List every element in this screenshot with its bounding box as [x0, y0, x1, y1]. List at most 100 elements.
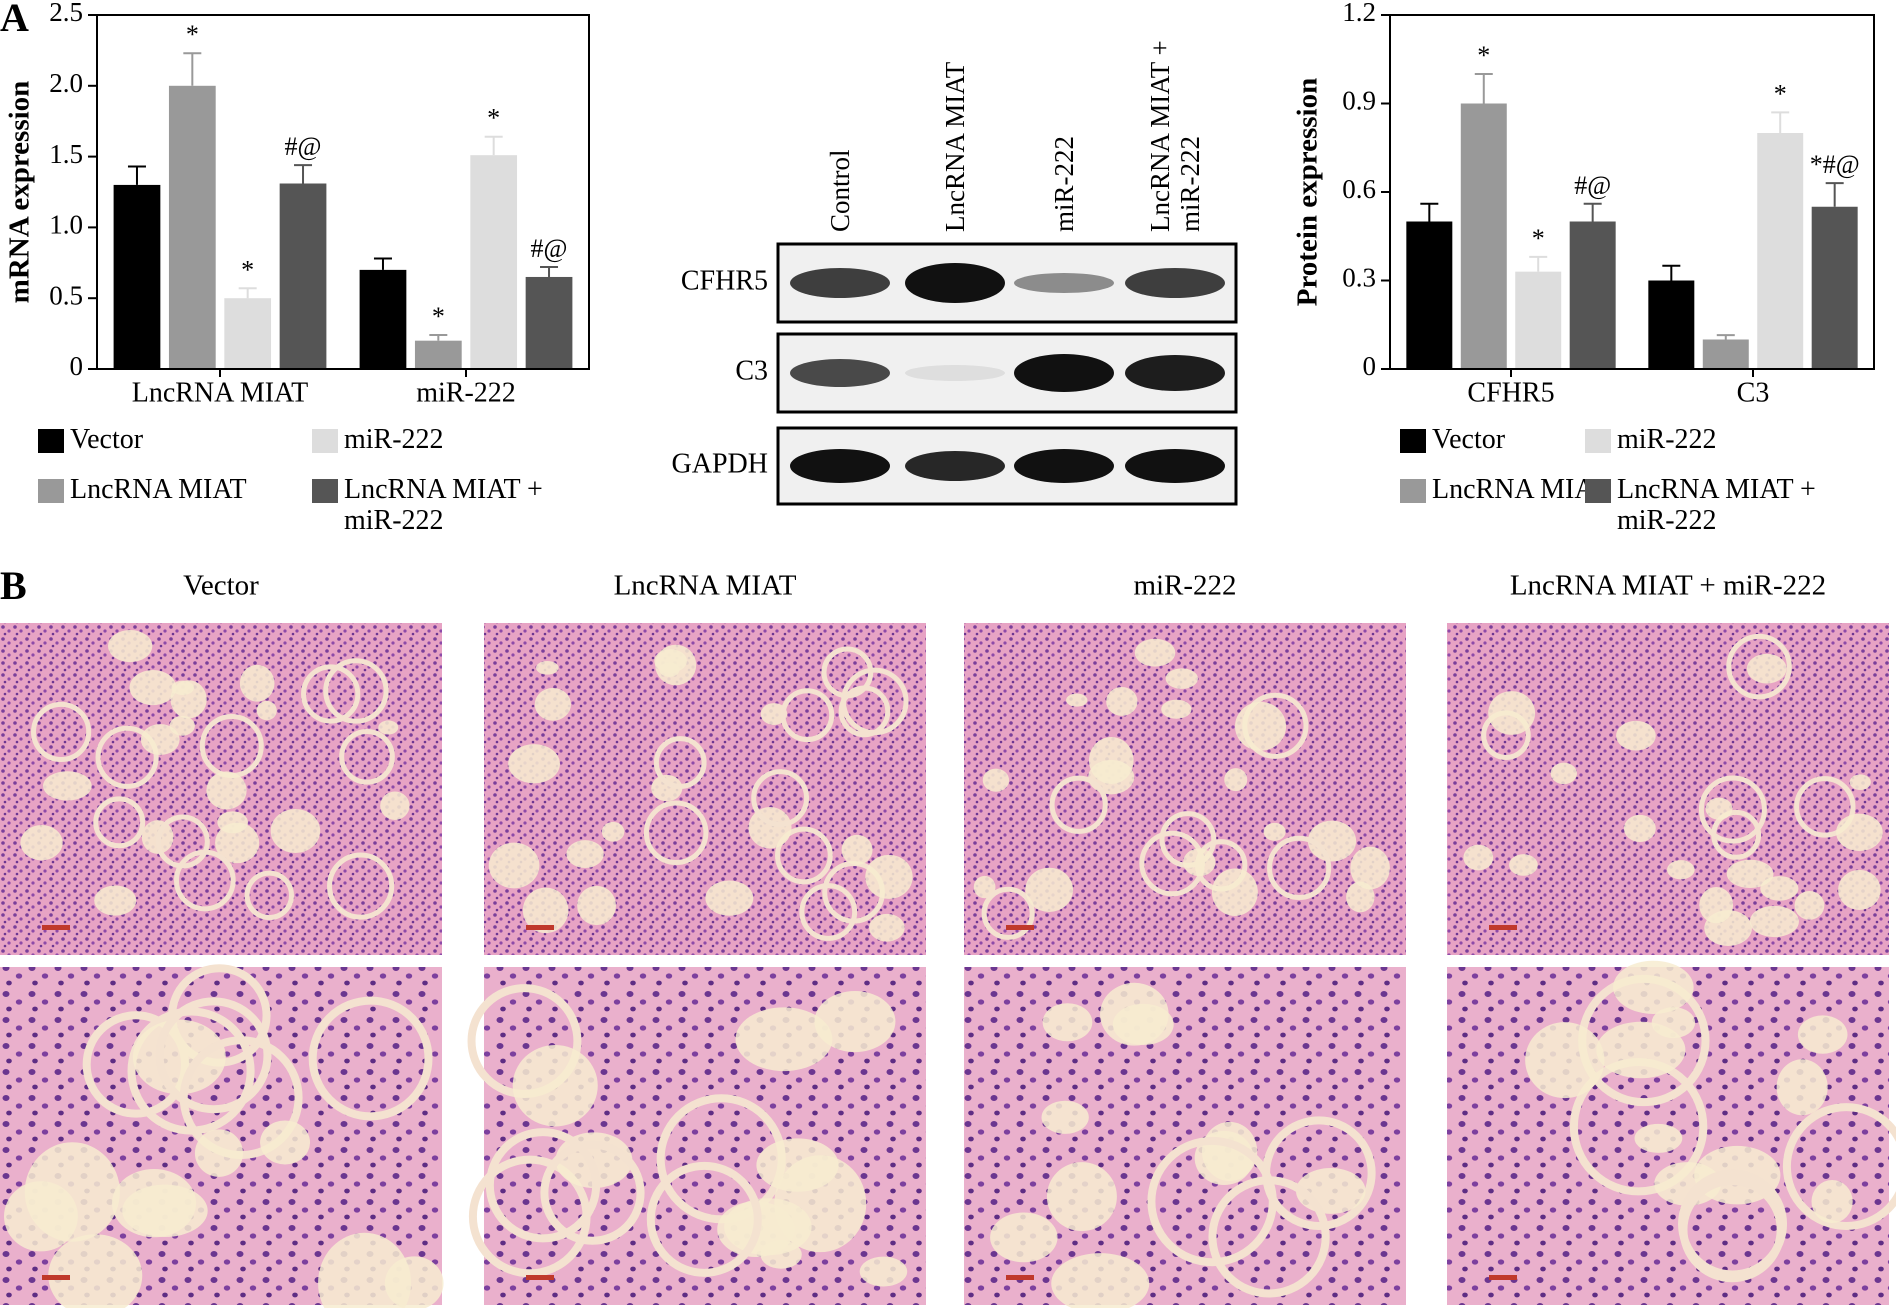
panel-label: B — [0, 563, 27, 608]
legend-swatch — [38, 429, 64, 453]
tissue-lumen — [1699, 887, 1734, 924]
tissue-lumen — [1811, 1180, 1853, 1224]
glomerulus — [775, 826, 833, 885]
legend-label: LncRNA MIAT — [1432, 474, 1609, 505]
tissue-lumen — [659, 662, 680, 677]
tissue-lumen — [982, 768, 1010, 792]
bar — [1811, 206, 1858, 369]
tissue-lumen — [1046, 1162, 1117, 1232]
glomerulus — [93, 796, 146, 849]
tissue-lumen — [1797, 1015, 1848, 1054]
blot-band — [1014, 449, 1114, 483]
lane-label: miR-222 — [1049, 135, 1079, 232]
lane-label: LncRNA MIAT + miR-222 — [1145, 40, 1205, 232]
tissue-lumen — [859, 1256, 908, 1287]
tissue-lumen — [1651, 1007, 1696, 1039]
bar — [224, 298, 272, 369]
y-tick-label: 1.0 — [49, 210, 83, 240]
glomerulus — [981, 886, 1035, 940]
panel-label: A — [0, 0, 29, 40]
legend-entry: miR-222 — [344, 424, 444, 455]
tissue-lumen — [973, 875, 996, 899]
tissue-lumen — [256, 700, 277, 721]
y-tick-label: 1.2 — [1342, 0, 1376, 27]
tissue-lumen — [217, 811, 248, 834]
lane-label-box: LncRNA MIAT + miR-222 — [1145, 40, 1205, 232]
error-bar — [1716, 334, 1735, 340]
plot-frame — [96, 14, 590, 370]
tissue-lumen — [1654, 1162, 1722, 1206]
scale-bar — [1006, 925, 1034, 930]
lane-label-group: miR-222 — [1049, 135, 1079, 232]
tissue-lumen — [488, 842, 540, 889]
bar — [279, 183, 327, 369]
bar — [168, 85, 216, 370]
legend-entry: LncRNA MIAT + miR-222 — [344, 474, 543, 536]
lane-label-group: LncRNA MIAT + miR-222 — [1145, 40, 1205, 232]
tissue-lumen — [1616, 720, 1656, 751]
lane-label-box: miR-222 — [1049, 135, 1079, 232]
tissue-lumen — [566, 840, 604, 869]
legend-label: Vector — [1432, 424, 1506, 455]
tissue-lumen — [577, 885, 617, 926]
bar — [1460, 103, 1507, 369]
tissue-lumen — [705, 880, 754, 916]
tissue-lumen — [24, 1142, 120, 1242]
significance-label: * — [1532, 224, 1545, 253]
scale-bar — [1006, 1275, 1034, 1280]
glomerulus — [155, 997, 272, 1114]
glomerulus — [1794, 776, 1856, 838]
error-bar — [238, 287, 257, 299]
significance-label: * — [487, 104, 500, 133]
glomerulus — [643, 800, 709, 866]
tissue-lumen — [1346, 881, 1375, 913]
tissue-lumen — [206, 771, 247, 810]
tissue-lumen — [260, 1120, 311, 1165]
band-label: C3 — [735, 355, 768, 386]
significance-label: #@ — [285, 132, 322, 161]
significance-label: * — [241, 255, 254, 284]
legend-label: Vector — [70, 424, 144, 455]
tissue-lumen — [1183, 848, 1216, 877]
x-tick-label: CFHR5 — [1467, 377, 1554, 408]
tissue-lumen — [1836, 813, 1883, 852]
x-tick-label: miR-222 — [416, 377, 516, 408]
tissue-lumen — [1042, 1003, 1093, 1042]
tissue-lumen — [748, 806, 792, 849]
bar — [1515, 271, 1562, 369]
glomerulus — [540, 1140, 645, 1245]
glomerulus — [308, 996, 433, 1121]
legend-entry: Vector — [1432, 424, 1506, 455]
scale-bar — [1489, 1275, 1517, 1280]
bar — [359, 269, 407, 369]
bar — [1702, 339, 1749, 369]
glomerulus — [780, 688, 835, 743]
error-bar — [1825, 182, 1844, 207]
tissue-lumen — [1746, 653, 1787, 684]
tissue-lumen — [94, 885, 137, 916]
tissue-lumen — [1794, 891, 1825, 920]
tissue-lumen — [1760, 876, 1799, 901]
tissue-lumen — [1488, 691, 1536, 735]
tissue-lumen — [1849, 774, 1871, 791]
tissue-lumen — [132, 1019, 226, 1095]
bar — [1569, 221, 1616, 369]
y-tick-label: 2.0 — [49, 68, 83, 98]
glomerulus — [841, 667, 909, 736]
error-bar — [540, 266, 559, 277]
tissue-lumen — [841, 834, 873, 865]
bar — [1757, 133, 1804, 369]
glomerulus — [323, 658, 389, 724]
tissue-lumen — [1134, 638, 1176, 667]
tissue-lumen — [1025, 867, 1074, 912]
legend-swatch — [1400, 429, 1426, 453]
error-bar — [183, 52, 202, 86]
tissue-lumen — [1307, 820, 1357, 862]
tissue-lumen — [1667, 860, 1695, 880]
tissue-lumen — [20, 825, 63, 861]
plot-frame — [1389, 14, 1875, 370]
error-bar — [1771, 111, 1790, 133]
tissue-lumen — [1463, 844, 1494, 871]
legend-label: miR-222 — [1617, 424, 1717, 455]
